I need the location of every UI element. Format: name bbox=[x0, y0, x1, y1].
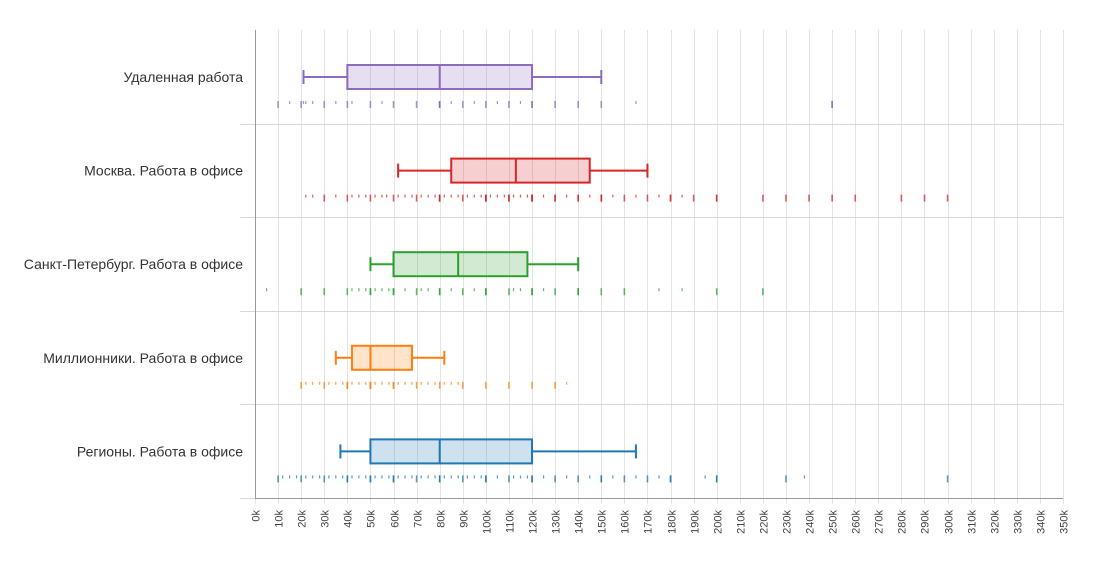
x-tick-label: 190k bbox=[690, 510, 702, 534]
boxes bbox=[265, 64, 949, 483]
x-tick-label: 180k bbox=[667, 510, 679, 534]
x-tick-label: 130k bbox=[551, 510, 563, 534]
x-tick-label: 170k bbox=[643, 510, 655, 534]
x-tick-label: 210k bbox=[736, 510, 748, 534]
x-tick-label: 260k bbox=[851, 510, 863, 534]
x-tick-label: 20k bbox=[297, 510, 309, 528]
x-tick-label: 150k bbox=[597, 510, 609, 534]
x-tick-label: 340k bbox=[1036, 510, 1048, 534]
iqr-box bbox=[450, 157, 591, 184]
x-tick-label: 200k bbox=[713, 510, 725, 534]
x-tick-label: 140k bbox=[574, 510, 586, 534]
x-tick-label: 160k bbox=[620, 510, 632, 534]
x-tick-label: 290k bbox=[920, 510, 932, 534]
x-tick-label: 120k bbox=[528, 510, 540, 534]
iqr-box bbox=[392, 251, 529, 278]
x-tick-label: 60k bbox=[390, 510, 402, 528]
x-tick-label: 350k bbox=[1059, 510, 1071, 534]
x-tick-label: 320k bbox=[990, 510, 1002, 534]
series-5 bbox=[277, 438, 949, 483]
x-tick-label: 100k bbox=[482, 510, 494, 534]
iqr-box bbox=[369, 438, 534, 465]
x-tick-label: 300k bbox=[944, 510, 956, 534]
x-tick-label: 230k bbox=[782, 510, 794, 534]
x-tick-label: 330k bbox=[1013, 510, 1025, 534]
x-tick-label: 280k bbox=[897, 510, 909, 534]
series-4 bbox=[300, 344, 568, 389]
x-tick-label: 30k bbox=[320, 510, 332, 528]
x-tick-label: 250k bbox=[828, 510, 840, 534]
grid bbox=[240, 30, 1064, 504]
category-label: Москва. Работа в офисе bbox=[84, 163, 243, 179]
x-tick-label: 0k bbox=[251, 510, 263, 522]
series-1 bbox=[277, 64, 833, 108]
x-tick-label: 270k bbox=[874, 510, 886, 534]
x-tick-label: 40k bbox=[343, 510, 355, 528]
category-labels: Удаленная работа Москва. Работа в офисе Са… bbox=[24, 69, 243, 459]
x-axis: 0k 10k 20k 30k 40k 50k 60k 70k 80k 90k 100k 110k 120… bbox=[251, 30, 1071, 534]
x-tick-label: 220k bbox=[759, 510, 771, 534]
category-label: Санкт-Петербург. Работа в офисе bbox=[24, 256, 243, 272]
category-label: Удаленная работа bbox=[123, 69, 243, 85]
x-tick-label: 10k bbox=[274, 510, 286, 528]
x-tick-label: 240k bbox=[805, 510, 817, 534]
category-label: Регионы. Работа в офисе bbox=[77, 443, 243, 459]
x-tick-label: 50k bbox=[366, 510, 378, 528]
x-tick-label: 80k bbox=[436, 510, 448, 528]
category-label: Миллионники. Работа в офисе bbox=[43, 350, 243, 366]
x-tick-label: 90k bbox=[459, 510, 471, 528]
series-3 bbox=[265, 251, 764, 296]
iqr-box bbox=[350, 344, 413, 371]
series-2 bbox=[305, 157, 949, 202]
x-tick-label: 70k bbox=[413, 510, 425, 528]
x-tick-label: 310k bbox=[967, 510, 979, 534]
x-tick-label: 110k bbox=[505, 510, 517, 534]
